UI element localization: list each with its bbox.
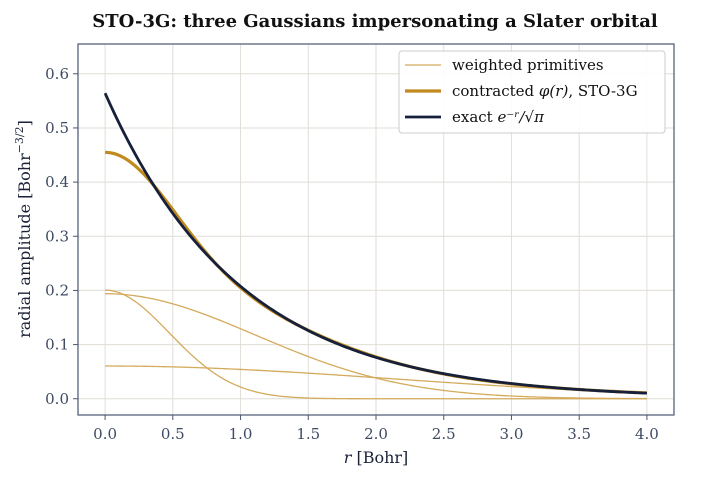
legend-box (398, 50, 666, 134)
legend-label-contracted: contracted φ(r), STO-3G (452, 82, 638, 100)
series-primitive-1 (105, 289, 647, 400)
x-tick-label: 3.5 (567, 425, 591, 443)
x-tick-label: 0.0 (93, 425, 117, 443)
x-tick-label: 1.0 (229, 425, 253, 443)
y-axis-label: radial amplitude [Bohr−3/2] (13, 120, 34, 338)
x-axis-label: r [Bohr] (344, 448, 409, 467)
x-tick-label: 3.0 (500, 425, 524, 443)
x-tick-label: 1.5 (296, 425, 320, 443)
y-tick-label: 0.0 (45, 390, 69, 408)
x-tick-label: 2.5 (432, 425, 456, 443)
x-axis-label-var: r (344, 448, 353, 467)
legend-label-primitives: weighted primitives (452, 56, 604, 74)
y-tick-label: 0.5 (45, 119, 69, 137)
x-tick-label: 0.5 (161, 425, 185, 443)
x-tick-label: 2.0 (364, 425, 388, 443)
y-axis-label-sup: −3/2 (13, 126, 26, 153)
legend: weighted primitives contracted φ(r), STO… (398, 50, 666, 134)
legend-label-exact: exact e⁻ʳ/√π (452, 108, 545, 126)
y-tick-label: 0.3 (45, 227, 69, 245)
y-tick-label: 0.4 (45, 173, 69, 191)
y-axis-label-main: radial amplitude [Bohr (15, 153, 34, 338)
series-exact (103, 92, 647, 395)
series-layer (103, 92, 647, 400)
axis-ticks: 0.0 0.5 1.0 1.5 2.0 2.5 3.0 3.5 4.0 0.0 0.1 0.2 0.3 0… (45, 65, 659, 443)
y-tick-label: 0.2 (45, 281, 69, 299)
chart-title: STO-3G: three Gaussians impersonating a … (92, 11, 658, 32)
x-axis-label-unit: [Bohr] (351, 448, 408, 467)
x-tick-label: 4.0 (635, 425, 659, 443)
y-tick-label: 0.1 (45, 336, 69, 354)
y-axis-label-end: ] (15, 120, 34, 126)
y-tick-label: 0.6 (45, 65, 69, 83)
